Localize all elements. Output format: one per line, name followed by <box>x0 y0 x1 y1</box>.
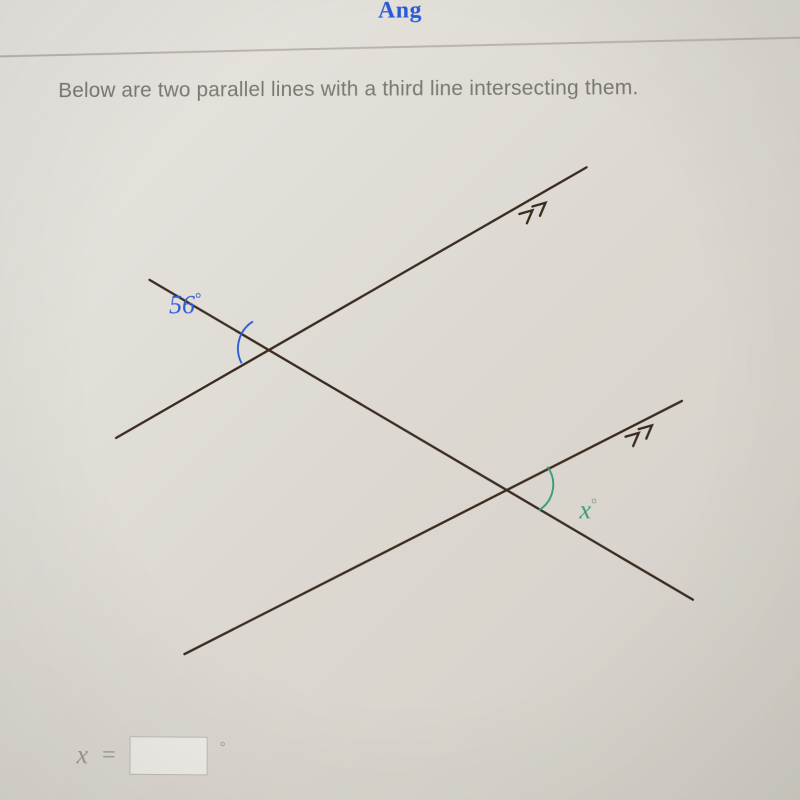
header-divider <box>0 36 800 57</box>
answer-unit: ° <box>220 740 226 756</box>
instruction-text: Below are two parallel lines with a thir… <box>58 76 770 103</box>
parallel-line-2 <box>184 401 683 657</box>
answer-row: x = ° <box>76 736 225 776</box>
answer-input[interactable] <box>129 736 207 775</box>
answer-variable: x <box>76 740 88 771</box>
parallel-arrow-marks-1 <box>519 203 545 224</box>
page-title-fragment: Ang <box>378 0 422 25</box>
angle-56-value: 56 <box>169 290 195 319</box>
transversal-line <box>148 279 693 600</box>
angle-label-x: x° <box>579 495 597 525</box>
angle-x-unit: ° <box>591 496 597 512</box>
angle-label-56: 56° <box>169 290 201 320</box>
angle-arc-56 <box>238 321 253 363</box>
worksheet-page: Ang Below are two parallel lines with a … <box>0 0 800 800</box>
angle-56-unit: ° <box>195 291 201 308</box>
geometry-diagram <box>39 129 765 695</box>
angle-x-variable: x <box>579 495 591 524</box>
answer-equals: = <box>102 742 116 770</box>
